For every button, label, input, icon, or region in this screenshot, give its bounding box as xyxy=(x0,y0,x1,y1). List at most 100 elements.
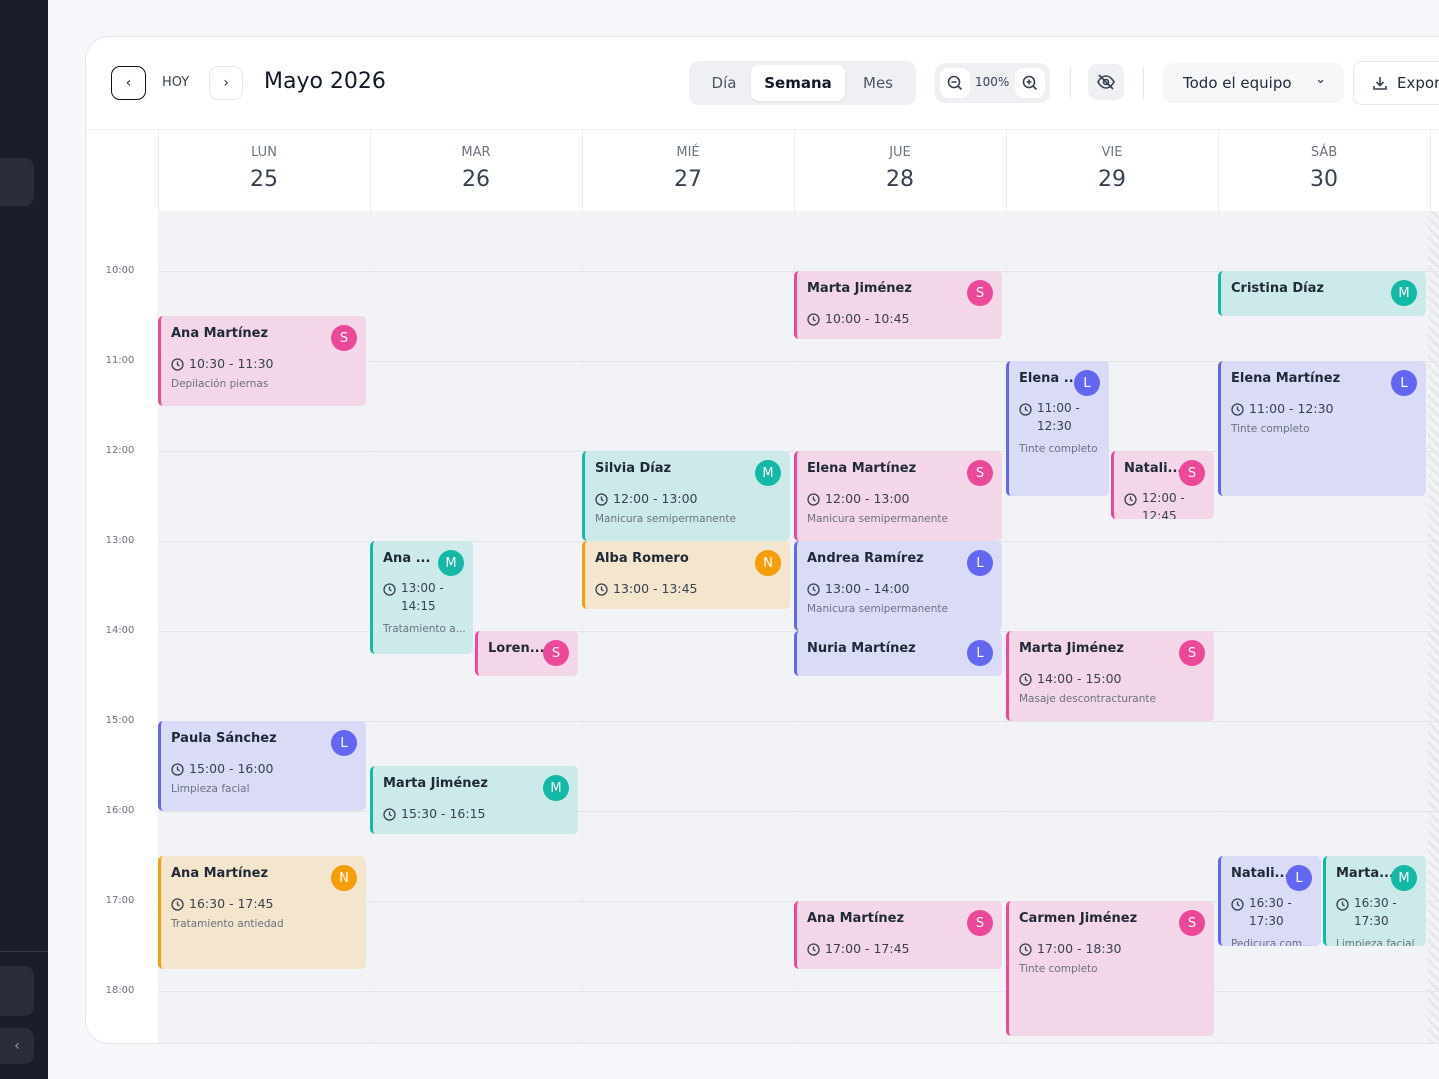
collapse-button[interactable]: ‹ xyxy=(0,1028,34,1064)
time-text: 10:30 - 11:30 xyxy=(189,356,274,371)
divider xyxy=(1143,67,1144,99)
appointment[interactable]: Loren... S xyxy=(475,631,578,676)
sidebar: ‹ xyxy=(0,0,48,1079)
staff-avatar: L xyxy=(967,640,993,666)
time-text: 17:00 - 18:30 xyxy=(1037,941,1122,956)
view-option[interactable]: Mes xyxy=(863,74,893,92)
appointment-time: 11:00 - 12:30 xyxy=(1231,401,1334,416)
client-name: Elena ... xyxy=(1019,371,1079,386)
appointment[interactable]: Ana Martínez 16:30 - 17:45 Tratamiento ant… xyxy=(158,856,366,969)
divider xyxy=(0,951,48,952)
clock-icon xyxy=(1231,403,1244,416)
appointment-time: 16:30 - 17:30 xyxy=(1231,896,1301,930)
zoom-out[interactable] xyxy=(940,68,970,98)
month-title: Mayo 2026 xyxy=(264,69,386,94)
appointment[interactable]: Elena Martínez 12:00 - 13:00 Manicura semi… xyxy=(794,451,1002,541)
client-name: Ana Martínez xyxy=(171,866,269,881)
appointment[interactable]: Marta Jiménez 10:00 - 10:45 S xyxy=(794,271,1002,339)
appointment-time: 16:30 - 17:30 xyxy=(1336,896,1406,930)
client-name: Marta Jiménez xyxy=(383,776,488,791)
appointment[interactable]: Elena ... 11:00 - 12:30 Tinte completo L xyxy=(1006,361,1109,496)
zoom-level: 100% xyxy=(975,75,1010,89)
appointment[interactable]: Andrea Ramírez 13:00 - 14:00 Manicura semi… xyxy=(794,541,1002,631)
export-button[interactable]: Exportar xyxy=(1353,61,1439,105)
clock-icon xyxy=(1019,943,1032,956)
client-name: Elena Martínez xyxy=(1231,371,1341,386)
calendar-card: ‹ HOY › Mayo 2026 Día Semana Mes 100% Todo… xyxy=(85,36,1439,1044)
appointment-time: 16:30 - 17:45 xyxy=(171,896,274,911)
client-name: Ana ... xyxy=(383,551,431,566)
clock-icon xyxy=(383,808,396,821)
client-name: Elena Martínez xyxy=(807,461,917,476)
column-line xyxy=(1430,129,1431,1043)
time-label: 10:00 xyxy=(105,265,135,276)
appointment[interactable]: Cristina Díaz M xyxy=(1218,271,1426,316)
team-label: Todo el equipo xyxy=(1183,74,1292,92)
appointment-time: 15:30 - 16:15 xyxy=(383,806,486,821)
time-text: 10:00 - 10:45 xyxy=(825,311,910,326)
appointment[interactable]: Silvia Díaz 12:00 - 13:00 Manicura semiper… xyxy=(582,451,790,541)
appointment[interactable]: Nuria Martínez L xyxy=(794,631,1002,676)
appointment[interactable]: Elena Martínez 11:00 - 12:30 Tinte complet… xyxy=(1218,361,1426,496)
view-option[interactable]: Día xyxy=(711,74,737,92)
appointment[interactable]: Marta... 16:30 - 17:30 Limpieza facial M xyxy=(1323,856,1426,946)
appointment[interactable]: Ana ... 13:00 - 14:15 Tratamiento a... M xyxy=(370,541,473,654)
team-select[interactable]: Todo el equipo ⌄ xyxy=(1162,63,1344,103)
appointment[interactable]: Paula Sánchez 15:00 - 16:00 Limpieza facia… xyxy=(158,721,366,811)
staff-avatar: N xyxy=(331,865,357,891)
nav-item[interactable] xyxy=(0,158,34,206)
clock-icon xyxy=(1231,898,1244,911)
day-number: 25 xyxy=(250,167,278,192)
appointment[interactable]: Alba Romero 13:00 - 13:45 N xyxy=(582,541,790,609)
appointment[interactable]: Natali... 16:30 - 17:30 Pedicura com... L xyxy=(1218,856,1321,946)
time-text: 13:00 - 14:00 xyxy=(825,581,910,596)
view-toggle: Día Semana Mes xyxy=(689,61,916,105)
time-label: 11:00 xyxy=(105,355,135,366)
today-button[interactable]: HOY xyxy=(162,75,190,90)
staff-avatar: L xyxy=(1286,865,1312,891)
clock-icon xyxy=(807,583,820,596)
staff-avatar: L xyxy=(1074,370,1100,396)
appointment-time: 17:00 - 18:30 xyxy=(1019,941,1122,956)
appointment-time: 11:00 - 12:30 xyxy=(1019,401,1089,435)
time-text: 14:00 - 15:00 xyxy=(1037,671,1122,686)
clock-icon xyxy=(383,583,396,596)
appointment-time: 17:00 - 17:45 xyxy=(807,941,910,956)
hour-line xyxy=(158,811,1439,812)
download-icon xyxy=(1373,77,1387,90)
staff-avatar: M xyxy=(1391,865,1417,891)
user-item[interactable] xyxy=(0,966,34,1016)
client-name: Ana Martínez xyxy=(807,911,905,926)
clock-icon xyxy=(807,313,820,326)
day-header: SÁB 30 xyxy=(1218,129,1430,211)
next-button[interactable]: › xyxy=(209,66,243,100)
appointment-time: 13:00 - 14:15 xyxy=(383,581,453,615)
appointment-time: 15:00 - 16:00 xyxy=(171,761,274,776)
time-label: 16:00 xyxy=(105,805,135,816)
time-label: 15:00 xyxy=(105,715,135,726)
day-number: 29 xyxy=(1098,167,1126,192)
appointment[interactable]: Marta Jiménez 15:30 - 16:15 M xyxy=(370,766,578,834)
service-name: Manicura semipermanente xyxy=(807,513,948,525)
client-name: Marta Jiménez xyxy=(1019,641,1124,656)
eye-off-icon xyxy=(1097,74,1115,90)
staff-avatar: N xyxy=(755,550,781,576)
zoom-in[interactable] xyxy=(1015,68,1045,98)
prev-button[interactable]: ‹ xyxy=(111,66,146,100)
client-name: Marta... xyxy=(1336,866,1394,881)
appointment-time: 12:00 - 13:00 xyxy=(595,491,698,506)
staff-avatar: L xyxy=(1391,370,1417,396)
appointment[interactable]: Marta Jiménez 14:00 - 15:00 Masaje descont… xyxy=(1006,631,1214,721)
clock-icon xyxy=(595,493,608,506)
appointment[interactable]: Ana Martínez 17:00 - 17:45 S xyxy=(794,901,1002,969)
appointment-time: 12:00 - 12:45 xyxy=(1124,491,1194,519)
hour-line xyxy=(158,991,1439,992)
staff-avatar: S xyxy=(1179,460,1205,486)
clock-icon xyxy=(1019,673,1032,686)
view-option[interactable]: Semana xyxy=(751,65,845,101)
clock-icon xyxy=(1019,403,1032,416)
appointment[interactable]: Natali... 12:00 - 12:45 S xyxy=(1111,451,1214,519)
visibility-toggle[interactable] xyxy=(1088,64,1124,100)
appointment[interactable]: Carmen Jiménez 17:00 - 18:30 Tinte complet… xyxy=(1006,901,1214,1036)
appointment[interactable]: Ana Martínez 10:30 - 11:30 Depilación pier… xyxy=(158,316,366,406)
